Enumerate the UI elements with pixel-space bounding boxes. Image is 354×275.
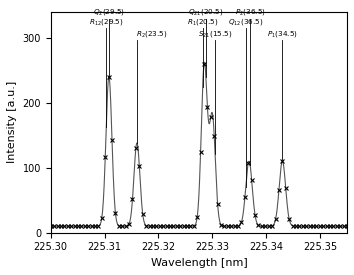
Text: $R_1$(20.5): $R_1$(20.5)	[187, 17, 218, 27]
X-axis label: Wavelength [nm]: Wavelength [nm]	[150, 258, 247, 268]
Text: $P_2$(36.5): $P_2$(36.5)	[235, 7, 266, 17]
Y-axis label: Intensity [a.u.]: Intensity [a.u.]	[7, 81, 17, 163]
Text: $Q_{12}$(36.5): $Q_{12}$(36.5)	[228, 17, 263, 27]
Text: $S_{21}$(15.5): $S_{21}$(15.5)	[198, 29, 232, 38]
Text: $R_2$(23.5): $R_2$(23.5)	[136, 29, 167, 38]
Text: $P_1$(34.5): $P_1$(34.5)	[267, 29, 298, 38]
Text: $R_{12}$(29.5): $R_{12}$(29.5)	[89, 17, 124, 27]
Text: $Q_{21}$(20.5): $Q_{21}$(20.5)	[188, 7, 224, 17]
Text: $Q_2$(29.5): $Q_2$(29.5)	[93, 7, 125, 17]
